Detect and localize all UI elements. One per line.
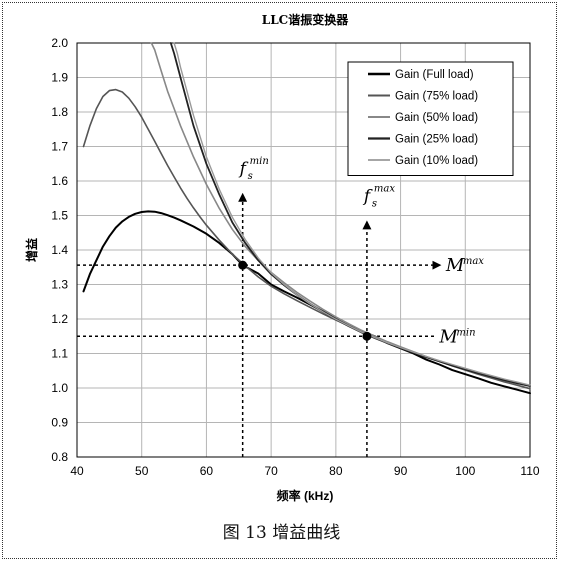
annotation-f-max: f max s [362,184,395,210]
y-tick-label: 1.4 [51,243,68,257]
series-line-0 [82,210,531,395]
annotation-base: M [445,255,465,276]
series-line-4 [173,42,531,386]
annotation-f-min: f min s [238,156,269,182]
annotation-base: M [438,326,458,347]
x-tick-label: 40 [70,464,84,478]
y-tick-label: 1.1 [51,347,68,361]
x-tick-label: 80 [329,464,343,478]
figure-border [2,2,557,559]
y-tick-label: 2.0 [51,36,68,50]
y-tick-label: 1.8 [51,105,68,119]
legend-label: Gain (10% load) [395,155,478,167]
x-tick-label: 60 [200,464,214,478]
annotation-subscript: s [372,199,377,210]
x-axis-label: 频率 (kHz) [277,488,334,503]
legend-box [347,61,514,176]
y-tick-label: 1.5 [51,209,68,223]
marker-points [238,260,372,341]
legend-label: Gain (Full load) [395,69,474,81]
y-tick-label: 1.6 [51,174,68,188]
y-tick-label: 1.0 [51,381,68,395]
legend-label: Gain (25% load) [395,134,478,146]
annotation-superscript: max [463,256,484,267]
y-tick-label: 1.7 [51,140,68,154]
y-axis-label: 增益 [24,238,39,262]
y-tick-label: 1.2 [51,312,68,326]
figure-caption: 图 13 增益曲线 [222,523,341,543]
guide-lines [77,192,442,457]
x-tick-label: 70 [264,464,278,478]
y-tick-label: 1.9 [51,71,68,85]
legend-label: Gain (75% load) [395,91,478,103]
data-point [362,331,372,341]
y-tick-label: 0.9 [51,416,68,430]
legend-label: Gain (50% load) [395,112,478,124]
annotation-base: f [362,187,373,207]
plot-area [76,42,531,458]
chart-title: LLC谐振变换器 [262,12,349,27]
x-tick-label: 100 [455,464,475,478]
y-tick-label: 1.3 [51,278,68,292]
x-tick-label: 50 [135,464,149,478]
data-point [238,260,248,270]
annotation-base: f [238,159,249,179]
annotation-superscript: max [374,184,395,195]
y-tick-label: 0.8 [51,450,68,464]
tick-labels: 40 50 60 70 80 90 100 110 0.8 0.9 1.0 1.1 1.2 1.3 1.4 1… [51,36,540,478]
x-tick-label: 110 [520,464,539,478]
legend: Gain (Full load) Gain (75% load) Gain (50%… [347,61,514,176]
annotation-superscript: min [456,327,475,338]
annotation-subscript: s [248,171,253,182]
annotation-superscript: min [250,156,269,167]
x-tick-label: 90 [394,464,408,478]
